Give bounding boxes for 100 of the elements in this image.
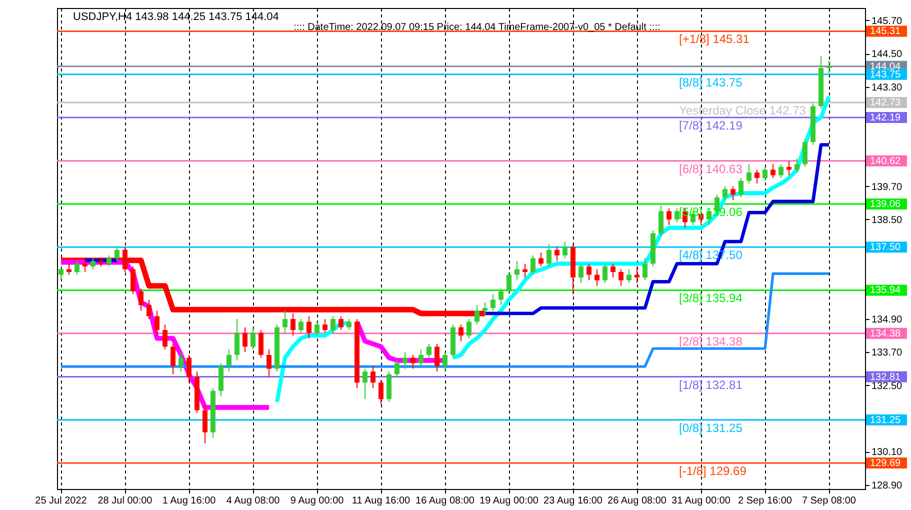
annotation: [6/8] 140.63 (679, 162, 743, 176)
candlestick (74, 260, 80, 276)
candlestick (634, 266, 640, 284)
candlestick (754, 169, 760, 184)
y-tick-label: 132.50 (872, 380, 903, 392)
candlestick (242, 326, 248, 353)
candlestick (538, 252, 544, 267)
candlestick (762, 166, 768, 182)
candlestick (522, 263, 528, 278)
x-tick-label: 2 Sep 16:00 (738, 496, 792, 506)
candlestick (82, 260, 88, 272)
x-tick-label: 23 Aug 16:00 (544, 496, 603, 506)
candlestick (666, 208, 672, 226)
ref-line-label: 135.94 (870, 285, 902, 296)
candlestick (370, 365, 376, 389)
x-tick-label: 31 Aug 00:00 (672, 496, 731, 506)
candlestick (266, 348, 272, 378)
y-tick-label: 145.70 (872, 16, 903, 27)
annotation: [7/8] 142.19 (679, 118, 743, 132)
ref-line-label: 137.50 (870, 242, 902, 254)
candlestick (514, 260, 520, 281)
candlestick (298, 318, 304, 334)
candlestick (258, 330, 264, 358)
x-tick-label: 25 Jul 2022 (35, 496, 88, 506)
candlestick (778, 164, 784, 179)
candlestick (746, 164, 752, 184)
ref-line-label: 140.62 (870, 156, 902, 167)
candlestick (794, 158, 800, 173)
chart-title: USDJPY,H4 143.98 144.25 143.75 144.04 (73, 11, 279, 23)
candlestick (586, 263, 592, 281)
candlestick (402, 352, 408, 370)
ref-line-label: 132.81 (870, 372, 902, 383)
candlestick (90, 258, 96, 270)
candlestick (146, 299, 152, 320)
y-tick-label: 128.90 (872, 480, 903, 492)
y-tick-label: 139.70 (872, 182, 903, 193)
candlestick (610, 263, 616, 278)
candlestick (202, 404, 208, 444)
ref-line-label: 142.19 (870, 112, 902, 124)
y-tick-label: 134.90 (872, 314, 903, 326)
candlestick (786, 160, 792, 176)
candlestick (466, 318, 472, 339)
candlestick (442, 352, 448, 372)
x-tick-label: 9 Aug 00:00 (290, 496, 344, 506)
candlestick (114, 246, 120, 262)
candlestick (578, 263, 584, 284)
y-tick-label: 138.50 (872, 214, 903, 226)
candlestick (658, 205, 664, 237)
x-tick-label: 28 Jul 00:00 (98, 496, 153, 506)
ref-line-label: 134.38 (870, 328, 902, 340)
ref-line-label: 145.31 (870, 26, 902, 38)
candlestick (626, 268, 632, 284)
candlestick (138, 288, 144, 312)
x-tick-label: 4 Aug 08:00 (226, 496, 280, 506)
annotation: [+1/8] 145.31 (679, 32, 750, 46)
candlestick (418, 348, 424, 366)
candlestick (642, 258, 648, 281)
candlestick (106, 254, 112, 267)
candlestick (250, 326, 256, 350)
candlestick (674, 208, 680, 223)
candlestick (154, 310, 160, 336)
candlestick (562, 241, 568, 259)
x-tick-label: 1 Aug 16:00 (162, 496, 216, 506)
candlestick (282, 310, 288, 334)
candlestick (338, 316, 344, 331)
candlestick (458, 324, 464, 342)
candlestick (594, 268, 600, 286)
candlestick (434, 343, 440, 372)
candlestick (58, 266, 64, 281)
candlestick (410, 354, 416, 370)
candlestick (602, 263, 608, 284)
candlestick (498, 288, 504, 306)
candlestick (770, 164, 776, 179)
annotation: [1/8] 132.81 (679, 378, 743, 392)
candlestick (314, 321, 320, 336)
candlestick (730, 186, 736, 201)
candlestick (170, 343, 176, 375)
annotation: [3/8] 135.94 (679, 291, 743, 306)
candlestick (346, 318, 352, 331)
y-tick-label: 143.30 (872, 82, 903, 94)
y-tick-label: 130.10 (872, 447, 903, 458)
candlestick (506, 271, 512, 295)
candlestick (490, 294, 496, 312)
x-tick-label: 19 Aug 00:00 (480, 496, 539, 506)
ref-line-label: 131.25 (870, 414, 902, 426)
candlestick (426, 343, 432, 358)
candlestick (554, 246, 560, 262)
x-tick-label: 16 Aug 08:00 (416, 496, 475, 506)
candlestick (738, 178, 744, 198)
candlestick (722, 186, 728, 201)
candlestick (226, 348, 232, 372)
candlestick (362, 368, 368, 400)
x-tick-label: 26 Aug 08:00 (608, 496, 667, 506)
candlestick (178, 352, 184, 372)
candlestick (618, 268, 624, 286)
ref-line-label: 143.75 (870, 69, 902, 80)
candlestick (378, 379, 384, 406)
candlestick (186, 354, 192, 384)
ref-line-label: 142.73 (870, 98, 902, 109)
candlestick (394, 360, 400, 378)
